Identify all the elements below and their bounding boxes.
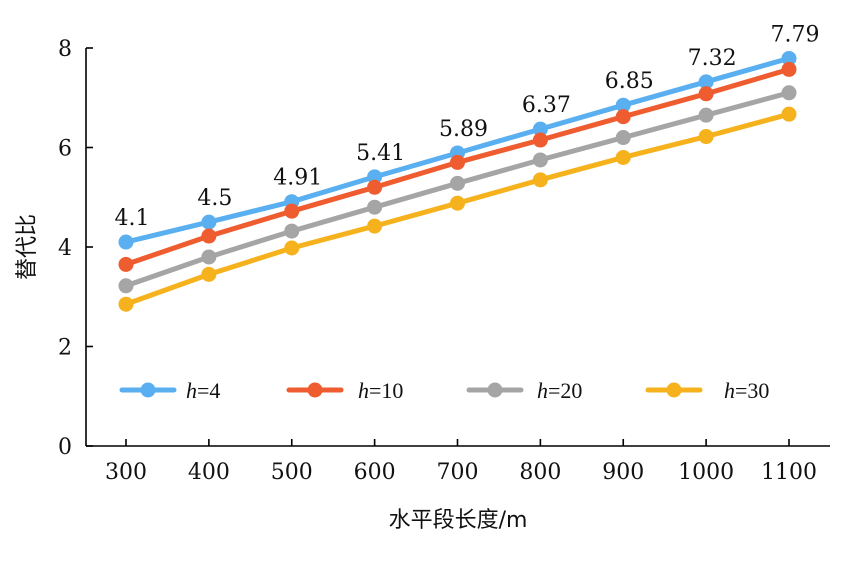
data-point bbox=[367, 169, 383, 185]
legend-swatch-marker bbox=[487, 382, 503, 398]
series-h=4 bbox=[118, 50, 797, 250]
data-point bbox=[698, 129, 714, 145]
data-label: 4.1 bbox=[115, 206, 150, 231]
data-point bbox=[201, 228, 217, 244]
data-point bbox=[532, 121, 548, 137]
data-point bbox=[284, 223, 300, 239]
data-point bbox=[284, 203, 300, 219]
legend: h=4 h=10 h=20 h=30 bbox=[119, 378, 769, 403]
data-point bbox=[201, 249, 217, 265]
data-point bbox=[615, 97, 631, 113]
series-layer bbox=[118, 50, 797, 312]
data-point bbox=[450, 175, 465, 191]
data-point bbox=[201, 266, 217, 282]
data-label: 4.5 bbox=[197, 186, 232, 211]
data-point bbox=[367, 199, 383, 215]
legend-item: h=10 bbox=[286, 378, 403, 403]
data-label: 7.79 bbox=[771, 22, 820, 47]
data-point bbox=[781, 61, 797, 77]
data-label: 7.32 bbox=[688, 46, 737, 71]
data-point bbox=[781, 50, 797, 66]
data-point bbox=[118, 234, 134, 250]
data-label: 5.41 bbox=[356, 141, 405, 166]
legend-label: h=4 bbox=[186, 378, 220, 403]
data-point bbox=[698, 86, 714, 102]
y-tick-label: 2 bbox=[58, 336, 72, 361]
data-labels: 4.1 4.5 4.91 5.41 5.89 6.37 6.85 7.32 7.79 bbox=[115, 22, 820, 231]
legend-swatch-marker bbox=[140, 382, 156, 398]
data-point bbox=[367, 218, 383, 234]
data-point bbox=[201, 214, 217, 230]
data-point bbox=[118, 296, 134, 312]
x-tick-label: 1100 bbox=[761, 460, 817, 485]
x-tick-label: 400 bbox=[188, 460, 230, 485]
data-point bbox=[532, 132, 548, 148]
data-point bbox=[781, 106, 797, 122]
legend-label: h=10 bbox=[358, 378, 403, 403]
legend-label: h=20 bbox=[537, 378, 582, 403]
x-tick-label: 600 bbox=[354, 460, 396, 485]
legend-item: h=4 bbox=[119, 378, 220, 403]
data-point bbox=[615, 130, 631, 146]
data-point bbox=[118, 278, 134, 294]
data-point bbox=[698, 107, 714, 123]
data-point bbox=[615, 109, 631, 125]
series-h=20 bbox=[118, 85, 797, 294]
data-point bbox=[284, 240, 300, 256]
series-h=10 bbox=[118, 61, 797, 272]
legend-item: h=30 bbox=[645, 378, 769, 403]
data-point bbox=[781, 85, 797, 101]
x-tick-label: 700 bbox=[437, 460, 479, 485]
data-point bbox=[118, 256, 134, 272]
legend-item: h=20 bbox=[466, 378, 582, 403]
y-tick-label: 8 bbox=[58, 37, 72, 62]
data-point bbox=[615, 149, 631, 165]
x-tick-label: 800 bbox=[519, 460, 561, 485]
data-label: 6.37 bbox=[522, 93, 571, 118]
legend-swatch-marker bbox=[307, 382, 323, 398]
x-tick-label: 500 bbox=[271, 460, 313, 485]
legend-label: h=30 bbox=[724, 378, 769, 403]
x-axis-title: 水平段长度/m bbox=[389, 508, 528, 533]
y-tick-label: 4 bbox=[58, 236, 72, 261]
y-tick-label: 0 bbox=[58, 435, 72, 460]
data-label: 4.91 bbox=[273, 166, 322, 191]
x-tick-label: 1000 bbox=[678, 460, 734, 485]
y-tick-label: 6 bbox=[58, 137, 72, 162]
data-point bbox=[698, 74, 714, 90]
series-h=30 bbox=[118, 106, 797, 312]
data-point bbox=[450, 154, 465, 170]
x-tick-label: 900 bbox=[602, 460, 644, 485]
x-tick-label: 300 bbox=[105, 460, 147, 485]
data-label: 5.89 bbox=[439, 117, 488, 142]
data-point bbox=[367, 179, 383, 195]
legend-swatch-marker bbox=[666, 382, 682, 398]
data-point bbox=[532, 172, 548, 188]
data-label: 6.85 bbox=[605, 69, 654, 94]
y-axis-title: 替代比 bbox=[15, 214, 40, 280]
data-point bbox=[450, 195, 465, 211]
data-point bbox=[532, 152, 548, 168]
axes: 0 2 4 6 8 300 400 500 600 700 800 900 1000 1100 bbox=[58, 37, 830, 485]
